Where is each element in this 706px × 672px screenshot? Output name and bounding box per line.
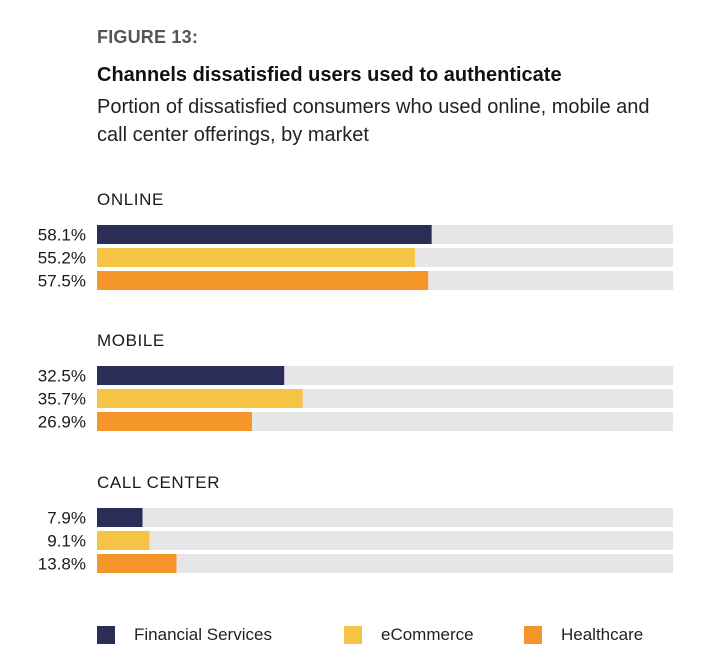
value-label: 26.9% bbox=[38, 413, 86, 432]
bar-online-financial-services bbox=[97, 225, 432, 244]
bar-call-center-financial-services bbox=[97, 508, 143, 527]
bar-online-healthcare bbox=[97, 271, 429, 290]
legend-label: eCommerce bbox=[381, 625, 474, 644]
legend-swatch bbox=[97, 626, 115, 644]
legend-item: eCommerce bbox=[344, 620, 474, 650]
bar-track bbox=[97, 508, 673, 527]
chart-legend: Financial Services eCommerce Healthcare bbox=[0, 620, 706, 650]
value-label: 58.1% bbox=[38, 226, 86, 245]
legend-item: Healthcare bbox=[524, 620, 643, 650]
bar-mobile-healthcare bbox=[97, 412, 252, 431]
value-label: 57.5% bbox=[38, 272, 86, 291]
value-label: 13.8% bbox=[38, 555, 86, 574]
bar-mobile-ecommerce bbox=[97, 389, 303, 408]
chart-subtitle: Portion of dissatisfied consumers who us… bbox=[97, 96, 650, 146]
bar-track bbox=[97, 554, 673, 573]
value-label: 32.5% bbox=[38, 367, 86, 386]
group-label-mobile: MOBILE bbox=[97, 331, 165, 350]
legend-swatch bbox=[524, 626, 542, 644]
chart-title: Channels dissatisfied users used to auth… bbox=[97, 64, 562, 86]
value-label: 35.7% bbox=[38, 390, 86, 409]
value-label: 55.2% bbox=[38, 249, 86, 268]
bar-online-ecommerce bbox=[97, 248, 415, 267]
legend-label: Financial Services bbox=[134, 625, 272, 644]
value-label: 7.9% bbox=[47, 509, 86, 528]
legend-item: Financial Services bbox=[97, 620, 272, 650]
bar-call-center-healthcare bbox=[97, 554, 177, 573]
group-label-online: ONLINE bbox=[97, 190, 164, 209]
bar-call-center-ecommerce bbox=[97, 531, 150, 550]
legend-swatch bbox=[344, 626, 362, 644]
bar-mobile-financial-services bbox=[97, 366, 285, 385]
legend-label: Healthcare bbox=[561, 625, 644, 644]
bar-track bbox=[97, 531, 673, 550]
value-label: 9.1% bbox=[47, 532, 86, 551]
group-label-call-center: CALL CENTER bbox=[97, 473, 220, 492]
figure-label: FIGURE 13: bbox=[97, 27, 199, 47]
